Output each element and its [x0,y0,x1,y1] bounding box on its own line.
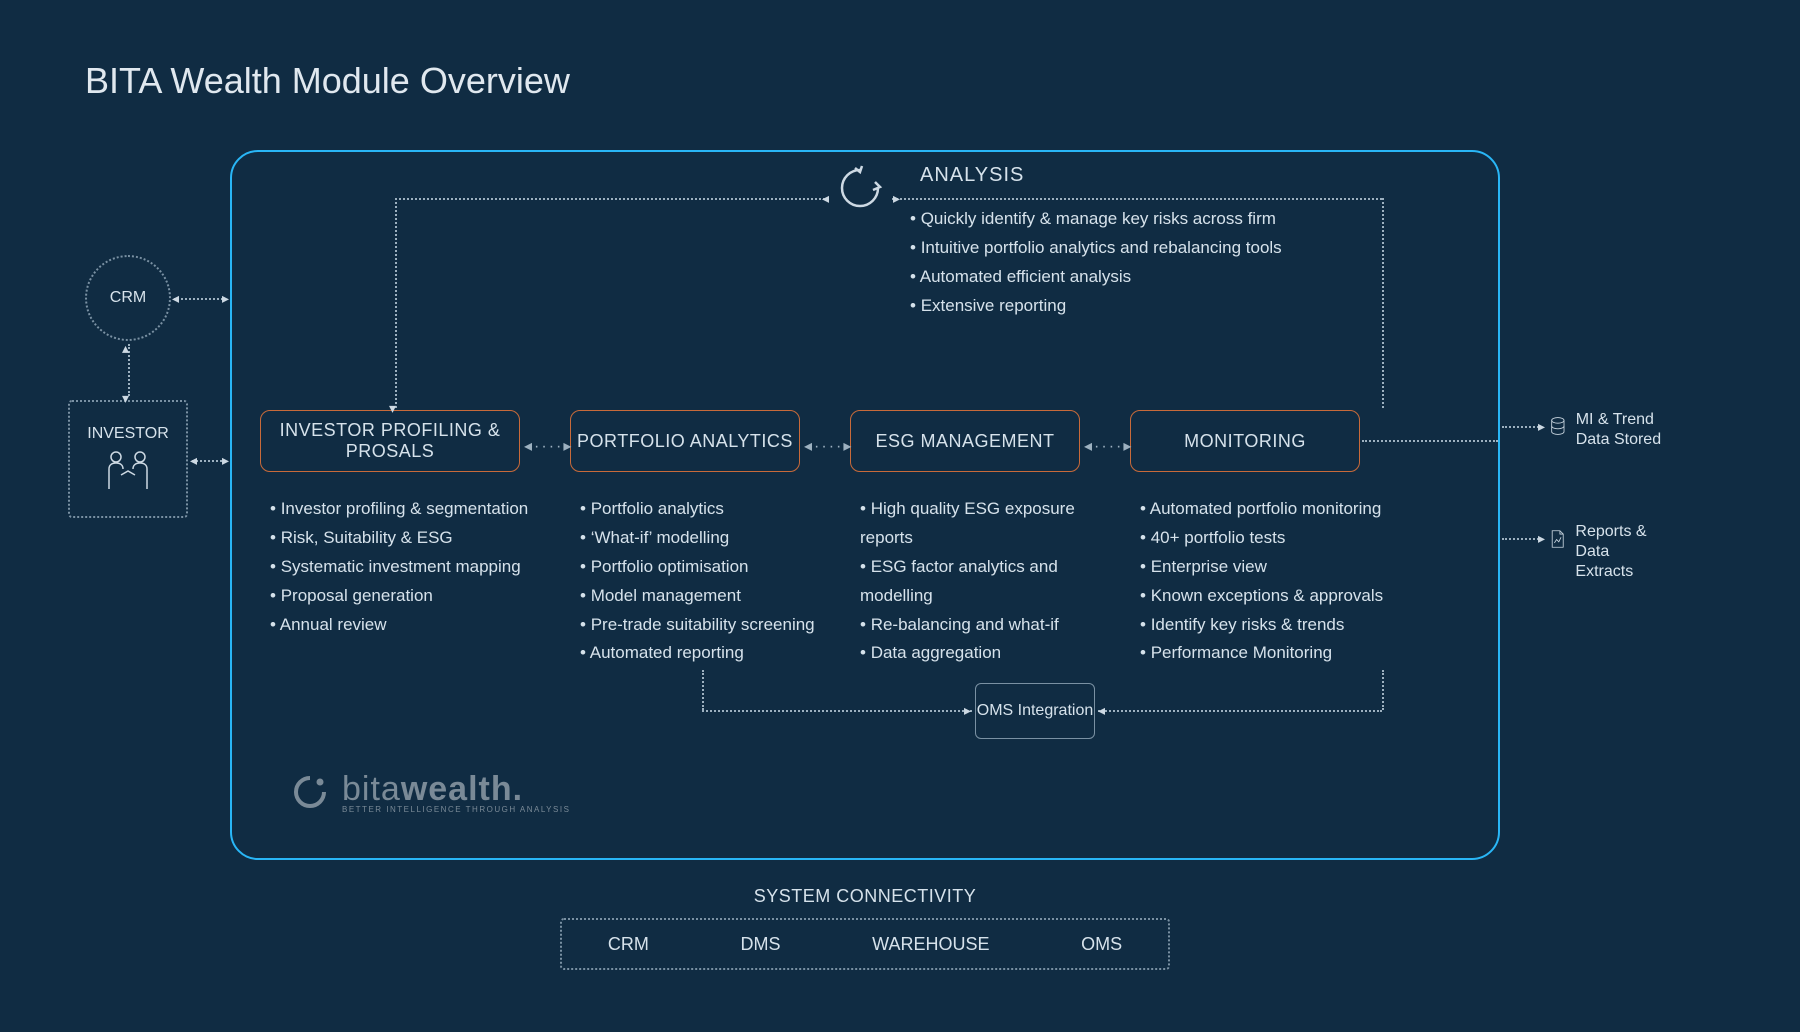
bullet-item: Re-balancing and what-if [860,611,1120,640]
connector-arrow-icon: ◂····▸ [1084,436,1133,456]
logo-tagline: BETTER INTELLIGENCE THROUGH ANALYSIS [342,805,570,814]
bullet-item: Model management [580,582,840,611]
bullet-item: 40+ portfolio tests [1140,524,1400,553]
dotted-connector [1098,710,1382,712]
arrow-up-icon: ▴ [122,340,129,357]
dotted-connector [174,298,226,300]
analysis-bullets: Quickly identify & manage key risks acro… [910,205,1282,321]
oms-label: OMS Integration [977,701,1094,720]
bullet-item: Risk, Suitability & ESG [270,524,550,553]
arrow-right-icon: ▸ [893,190,900,207]
analysis-item: Intuitive portfolio analytics and rebala… [910,234,1282,263]
investor-node: INVESTOR [68,400,188,518]
dotted-connector [1502,426,1542,428]
crm-node: CRM [85,255,171,341]
arrow-right-icon: ▸ [222,290,229,307]
bullet-item: ESG factor analytics and modelling [860,553,1120,611]
bullet-item: Investor profiling & segmentation [270,495,550,524]
dotted-connector [892,198,1382,200]
bullet-item: Portfolio optimisation [580,553,840,582]
bullet-item: ‘What-if’ modelling [580,524,840,553]
dotted-connector [1382,198,1384,408]
dotted-connector [395,198,397,408]
module-bullets: Portfolio analytics ‘What-if’ modelling … [580,495,840,668]
dotted-connector [1502,538,1542,540]
module-title: MONITORING [1184,431,1306,452]
logo-mark-icon [290,772,330,812]
bullet-item: Automated reporting [580,639,840,668]
cycle-icon [832,160,888,216]
arrow-down-icon: ▾ [389,400,396,417]
bullet-item: Pre-trade suitability screening [580,611,840,640]
oms-integration-box: OMS Integration [975,683,1095,739]
bullet-item: Data aggregation [860,639,1120,668]
bitawealth-logo: bitawealth. BETTER INTELLIGENCE THROUGH … [290,770,570,814]
database-icon [1550,410,1566,442]
bullet-item: Identify key risks & trends [1140,611,1400,640]
bullet-item: Annual review [270,611,550,640]
analysis-item: Quickly identify & manage key risks acro… [910,205,1282,234]
module-title: ESG MANAGEMENT [875,431,1054,452]
module-bullets: Investor profiling & segmentation Risk, … [270,495,550,639]
analysis-item: Automated efficient analysis [910,263,1282,292]
bullet-item: Proposal generation [270,582,550,611]
dotted-connector [702,670,704,710]
module-investor-profiling: INVESTOR PROFILING & PROSALS [260,410,520,472]
connectivity-item: DMS [740,934,780,955]
arrow-right-icon: ▸ [964,702,971,719]
module-title: PORTFOLIO ANALYTICS [577,431,793,452]
module-esg-management: ESG MANAGEMENT [850,410,1080,472]
arrow-right-icon: ▸ [1538,530,1545,547]
crm-label: CRM [110,289,146,307]
analysis-heading: ANALYSIS [920,164,1024,187]
dotted-connector [702,710,972,712]
arrow-down-icon: ▾ [122,390,129,407]
bullet-item: Performance Monitoring [1140,639,1400,668]
arrow-right-icon: ▸ [1538,418,1545,435]
logo-text-bold: wealth. [401,770,523,808]
bullet-item: Known exceptions & approvals [1140,582,1400,611]
arrow-left-icon: ◂ [822,190,829,207]
connectivity-item: WAREHOUSE [872,934,989,955]
analysis-item: Extensive reporting [910,292,1282,321]
output-label: MI & Trend Data Stored [1576,410,1670,450]
dotted-connector [1382,670,1384,710]
module-monitoring: MONITORING [1130,410,1360,472]
arrow-right-icon: ▸ [222,452,229,469]
dotted-connector [192,460,226,462]
connector-arrow-icon: ◂····▸ [804,436,853,456]
investor-label: INVESTOR [87,425,169,443]
connectivity-box: CRM DMS WAREHOUSE OMS [560,918,1170,970]
arrow-left-icon: ◂ [1098,702,1105,719]
bullet-item: High quality ESG exposure reports [860,495,1120,553]
dotted-connector [395,198,825,200]
report-file-icon [1550,522,1565,556]
connectivity-item: CRM [608,934,649,955]
arrow-left-icon: ◂ [190,452,197,469]
bullet-item: Systematic investment mapping [270,553,550,582]
logo-text-light: bita [342,770,401,808]
handshake-icon [101,449,155,493]
module-portfolio-analytics: PORTFOLIO ANALYTICS [570,410,800,472]
bullet-item: Automated portfolio monitoring [1140,495,1400,524]
output-reports: Reports & Data Extracts [1550,522,1670,582]
output-mi-trend: MI & Trend Data Stored [1550,410,1670,450]
page-title: BITA Wealth Module Overview [85,60,570,102]
arrow-left-icon: ◂ [172,290,179,307]
connectivity-heading: SYSTEM CONNECTIVITY [230,886,1500,907]
dotted-connector [1362,440,1498,442]
module-title: INVESTOR PROFILING & PROSALS [261,420,519,461]
bullet-item: Enterprise view [1140,553,1400,582]
output-label: Reports & Data Extracts [1575,522,1670,582]
bullet-item: Portfolio analytics [580,495,840,524]
module-bullets: Automated portfolio monitoring 40+ portf… [1140,495,1400,668]
connectivity-item: OMS [1081,934,1122,955]
connector-arrow-icon: ◂····▸ [524,436,573,456]
module-bullets: High quality ESG exposure reports ESG fa… [860,495,1120,668]
